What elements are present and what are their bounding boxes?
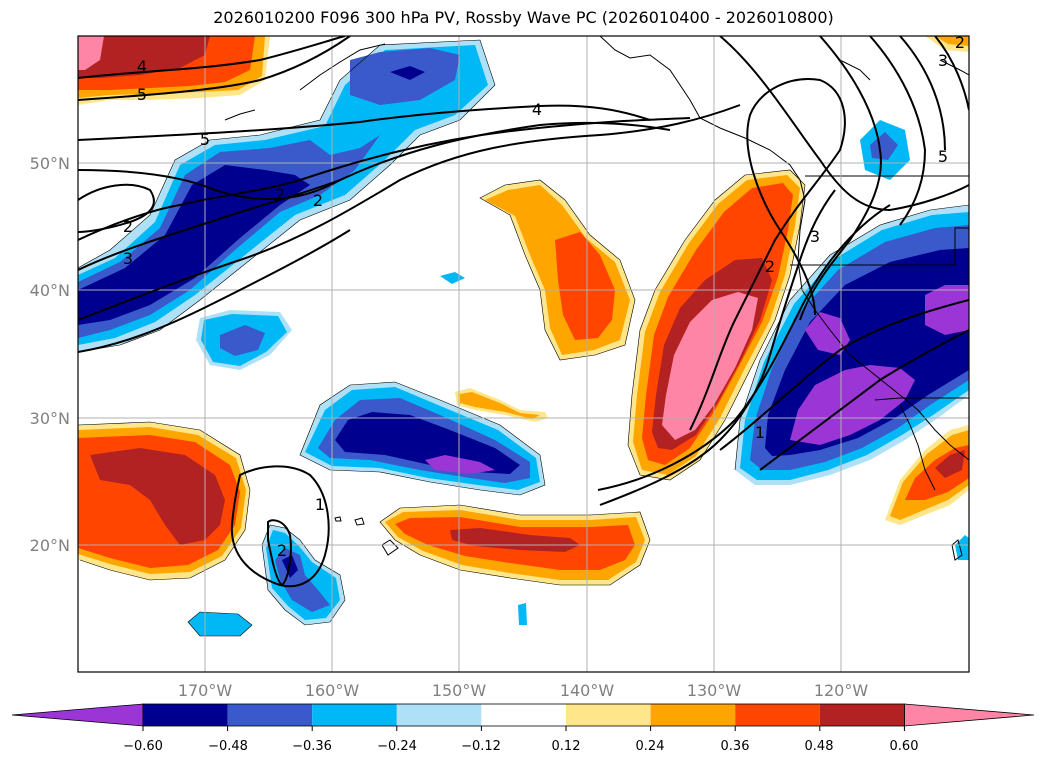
- colorbar-extend-low: [11, 703, 144, 727]
- colorbar-segment: [227, 704, 313, 726]
- colorbar-segment: [819, 704, 905, 726]
- contour-labels: 4 5 5 4 2 2 2 3 2 3 5 3 2 1 1 2: [123, 33, 965, 560]
- contour-label: 5: [137, 85, 147, 104]
- lon-label-140w: 140°W: [560, 681, 615, 700]
- contour-label: 5: [200, 130, 210, 149]
- colorbar-outline: [142, 703, 905, 727]
- colorbar-tick-label: −0.48: [208, 739, 248, 754]
- colorbar-segment: [566, 704, 651, 726]
- contour-label: 2: [123, 217, 133, 236]
- contour-label: 2: [765, 257, 775, 276]
- contour-label: 1: [755, 423, 765, 442]
- pv-contours: [78, 36, 969, 588]
- colorbar-tick-label: 0.24: [636, 739, 665, 754]
- colorbar-segments: [11, 703, 1035, 727]
- positive-pv-west-subtropics: [78, 422, 250, 580]
- colorbar-segment: [735, 704, 820, 726]
- gridlines: [78, 36, 969, 672]
- colorbar-tick-label: −0.12: [461, 739, 501, 754]
- negative-pv-central-cutoff: [300, 382, 545, 495]
- lon-label-130w: 130°W: [687, 681, 742, 700]
- colorbar-tick-label: −0.36: [292, 739, 332, 754]
- contour-label: 4: [137, 57, 147, 76]
- colorbar-tick-label: 0.48: [805, 739, 834, 754]
- contour-label: 2: [275, 185, 285, 204]
- colorbar-segment: [312, 704, 397, 726]
- colorbar-segment: [650, 704, 736, 726]
- positive-pv-central-ridge: [455, 180, 635, 422]
- colorbar-ticks: [142, 726, 905, 731]
- colorbar: −0.60 −0.48 −0.36 −0.24 −0.12 0.12 0.24 …: [11, 703, 1035, 754]
- negative-pv-west-coast: [735, 205, 969, 560]
- colorbar-tick-label: −0.24: [377, 739, 417, 754]
- contour-label: 3: [123, 249, 133, 268]
- colorbar-tick-label: 0.36: [721, 739, 750, 754]
- contour-label: 5: [938, 147, 948, 166]
- map-frame: [77, 35, 970, 673]
- colorbar-extend-high: [904, 703, 1035, 727]
- contour-label: 3: [938, 51, 948, 70]
- colorbar-segment: [481, 704, 566, 726]
- lon-label-160w: 160°W: [305, 681, 360, 700]
- latitude-labels: 50°N 40°N 30°N 20°N: [30, 154, 70, 555]
- colorbar-tick-labels: −0.60 −0.48 −0.36 −0.24 −0.12 0.12 0.24 …: [123, 739, 918, 754]
- map-title: 2026010200 F096 300 hPa PV, Rossby Wave …: [213, 8, 834, 27]
- lon-label-150w: 150°W: [432, 681, 487, 700]
- shading-outlines: [78, 39, 969, 637]
- lat-label-30n: 30°N: [30, 409, 70, 428]
- lat-label-20n: 20°N: [30, 536, 70, 555]
- colorbar-segment: [396, 704, 482, 726]
- lat-label-40n: 40°N: [30, 281, 70, 300]
- lon-label-120w: 120°W: [814, 681, 869, 700]
- colorbar-tick-label: −0.60: [123, 739, 163, 754]
- contour-label: 2: [955, 33, 965, 52]
- contour-label: 2: [277, 541, 287, 560]
- contour-label: 4: [532, 100, 542, 119]
- colorbar-tick-label: 0.12: [552, 739, 581, 754]
- map-area: 4 5 5 4 2 2 2 3 2 3 5 3 2 1 1 2: [78, 33, 969, 672]
- lat-label-50n: 50°N: [30, 154, 70, 173]
- negative-pv-hawaii-cutoff: [188, 525, 527, 636]
- contour-label: 2: [313, 191, 323, 210]
- colorbar-tick-label: 0.60: [890, 739, 919, 754]
- contour-label: 1: [315, 495, 325, 514]
- contour-label: 3: [810, 227, 820, 246]
- longitude-labels: 170°W 160°W 150°W 140°W 130°W 120°W: [178, 681, 869, 700]
- lon-label-170w: 170°W: [178, 681, 233, 700]
- positive-pv-east-ridge: [628, 36, 969, 525]
- colorbar-segment: [143, 704, 228, 726]
